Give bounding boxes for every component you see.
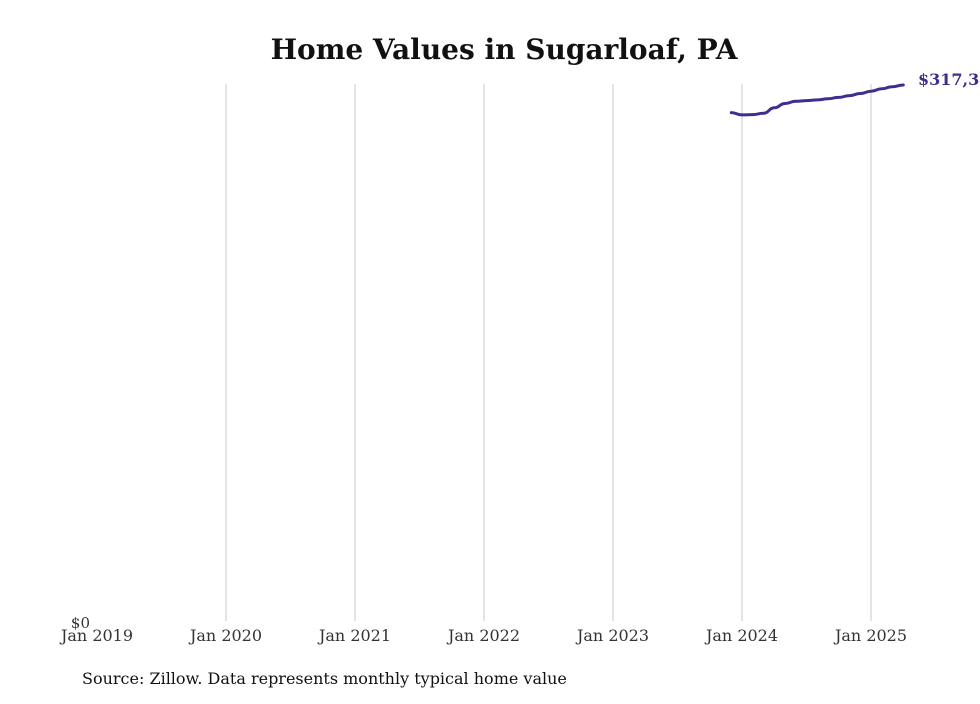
x-tick-label: Jan 2023 [575,626,649,645]
x-tick-label: Jan 2025 [833,626,907,645]
series-layer [731,85,903,115]
end-value-label: $317,347 [918,70,980,89]
x-tick-label: Jan 2022 [446,626,520,645]
chart-title: Home Values in Sugarloaf, PA [271,33,739,66]
y-tick-label-0: $0 [71,614,90,632]
grid-layer [226,84,871,621]
source-note: Source: Zillow. Data represents monthly … [82,669,567,688]
x-tick-label: Jan 2024 [704,626,778,645]
x-tick-label: Jan 2020 [188,626,262,645]
x-tick-label: Jan 2021 [317,626,391,645]
